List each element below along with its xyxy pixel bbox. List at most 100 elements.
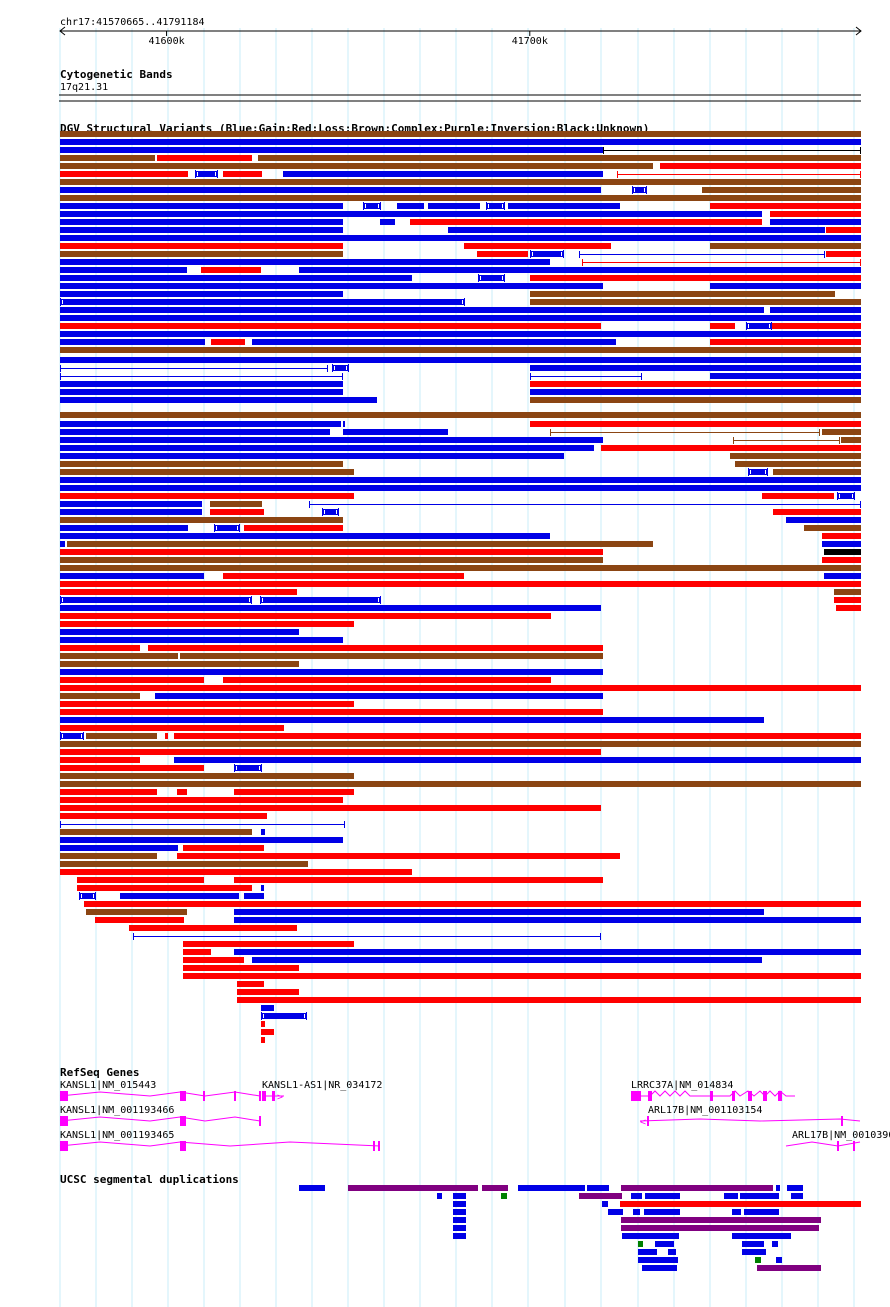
segdup-feature[interactable]: [742, 1249, 766, 1255]
dgv-variant[interactable]: [60, 701, 354, 707]
dgv-variant[interactable]: [60, 195, 861, 201]
segdup-feature[interactable]: [621, 1185, 773, 1191]
dgv-variant[interactable]: [60, 605, 601, 611]
dgv-variant[interactable]: [60, 557, 603, 563]
dgv-variant[interactable]: [60, 797, 343, 803]
dgv-variant[interactable]: [530, 299, 861, 305]
refseq-gene-kansl1-nm-001193466[interactable]: KANSL1|NM_001193466: [59, 1105, 261, 1126]
dgv-variant[interactable]: [60, 813, 267, 819]
segdup-feature[interactable]: [642, 1265, 677, 1271]
dgv-variant[interactable]: [210, 509, 264, 515]
dgv-variant[interactable]: [60, 131, 861, 137]
dgv-variant[interactable]: [60, 805, 601, 811]
dgv-variant[interactable]: [183, 957, 244, 963]
dgv-variant[interactable]: [60, 837, 343, 843]
dgv-variant[interactable]: [822, 557, 861, 563]
dgv-variant[interactable]: [261, 829, 265, 835]
dgv-variant[interactable]: [822, 429, 861, 435]
dgv-variant[interactable]: [60, 421, 341, 427]
dgv-variant[interactable]: [464, 243, 611, 249]
dgv-variant[interactable]: [834, 589, 861, 595]
dgv-variant[interactable]: [155, 693, 603, 699]
dgv-variant[interactable]: [837, 493, 855, 499]
dgv-variant[interactable]: [234, 917, 861, 923]
dgv-variant[interactable]: [397, 203, 424, 209]
segdup-feature[interactable]: [518, 1185, 585, 1191]
dgv-variant[interactable]: [129, 925, 297, 931]
dgv-variant[interactable]: [261, 1021, 265, 1027]
dgv-variant[interactable]: [60, 621, 354, 627]
dgv-variant[interactable]: [786, 517, 861, 523]
refseq-gene-arl17b-nm-001103154[interactable]: ARL17B|NM_001103154 <: [639, 1105, 861, 1128]
segdup-feature[interactable]: [772, 1241, 778, 1247]
dgv-variant[interactable]: [60, 493, 354, 499]
segdup-feature[interactable]: [453, 1225, 466, 1231]
refseq-gene-kansl1-nm-015443[interactable]: KANSL1|NM_015443: [59, 1080, 261, 1101]
dgv-variant[interactable]: [79, 893, 96, 899]
segdup-feature[interactable]: [621, 1217, 821, 1223]
dgv-variant[interactable]: [60, 733, 84, 739]
dgv-variant[interactable]: [77, 885, 252, 891]
dgv-variant[interactable]: [60, 533, 550, 539]
dgv-variant[interactable]: [60, 573, 204, 579]
segdup-feature[interactable]: [742, 1241, 764, 1247]
dgv-variant[interactable]: [60, 243, 343, 249]
dgv-variant[interactable]: [252, 957, 762, 963]
dgv-variant[interactable]: [86, 909, 187, 915]
segdup-feature[interactable]: [453, 1233, 466, 1239]
segdup-feature[interactable]: [724, 1193, 738, 1199]
dgv-variant[interactable]: [772, 323, 861, 329]
segdup-feature[interactable]: [732, 1209, 741, 1215]
dgv-track[interactable]: [60, 131, 861, 1043]
dgv-variant[interactable]: [183, 845, 264, 851]
dgv-variant[interactable]: [244, 525, 343, 531]
segdup-feature[interactable]: [453, 1201, 466, 1207]
dgv-variant[interactable]: [60, 389, 343, 395]
dgv-variant[interactable]: [299, 267, 861, 273]
dgv-variant[interactable]: [60, 677, 204, 683]
dgv-variant[interactable]: [660, 163, 861, 169]
dgv-variant[interactable]: [174, 733, 861, 739]
segdup-feature[interactable]: [638, 1241, 643, 1247]
refseq-gene-lrrc37a[interactable]: LRRC37A|NM_014834: [631, 1080, 795, 1101]
dgv-variant[interactable]: [60, 669, 603, 675]
segdup-feature[interactable]: [622, 1233, 679, 1239]
dgv-variant[interactable]: [530, 275, 861, 281]
dgv-variant[interactable]: [60, 357, 861, 363]
segdup-feature[interactable]: [631, 1193, 642, 1199]
dgv-variant[interactable]: [60, 187, 601, 193]
refseq-gene-kansl1-as1[interactable]: KANSL1-AS1|NR_034172 >: [262, 1080, 382, 1103]
segdup-feature[interactable]: [740, 1193, 779, 1199]
dgv-variant[interactable]: [60, 219, 343, 225]
dgv-variant[interactable]: [60, 397, 377, 403]
dgv-variant[interactable]: [710, 243, 861, 249]
dgv-variant[interactable]: [702, 187, 861, 193]
dgv-variant[interactable]: [283, 171, 603, 177]
dgv-variant[interactable]: [530, 365, 861, 371]
dgv-variant[interactable]: [60, 147, 603, 153]
dgv-variant[interactable]: [60, 259, 550, 265]
refseq-track[interactable]: KANSL1|NM_015443 KANSL1-AS1|NR_034172 > …: [59, 1080, 890, 1151]
dgv-variant[interactable]: [223, 171, 262, 177]
segdup-feature[interactable]: [776, 1257, 782, 1263]
dgv-variant[interactable]: [60, 717, 764, 723]
ruler-track[interactable]: 41600k 41700k: [59, 26, 862, 47]
dgv-variant[interactable]: [234, 909, 764, 915]
segdup-feature[interactable]: [453, 1193, 466, 1199]
dgv-variant[interactable]: [234, 789, 354, 795]
dgv-variant[interactable]: [343, 421, 345, 427]
dgv-variant[interactable]: [770, 307, 861, 313]
dgv-variant[interactable]: [60, 339, 205, 345]
dgv-variant[interactable]: [60, 645, 140, 651]
dgv-variant[interactable]: [60, 829, 252, 835]
dgv-variant[interactable]: [60, 869, 412, 875]
refseq-gene-arl17b-nm-0010390[interactable]: ARL17B|NM_0010390: [785, 1130, 890, 1151]
dgv-variant[interactable]: [260, 597, 381, 603]
dgv-variant[interactable]: [201, 267, 261, 273]
dgv-variant[interactable]: [60, 461, 343, 467]
segdup-feature[interactable]: [437, 1193, 442, 1199]
dgv-variant[interactable]: [258, 155, 861, 161]
dgv-variant[interactable]: [60, 549, 603, 555]
dgv-variant[interactable]: [183, 973, 861, 979]
dgv-variant[interactable]: [120, 893, 239, 899]
